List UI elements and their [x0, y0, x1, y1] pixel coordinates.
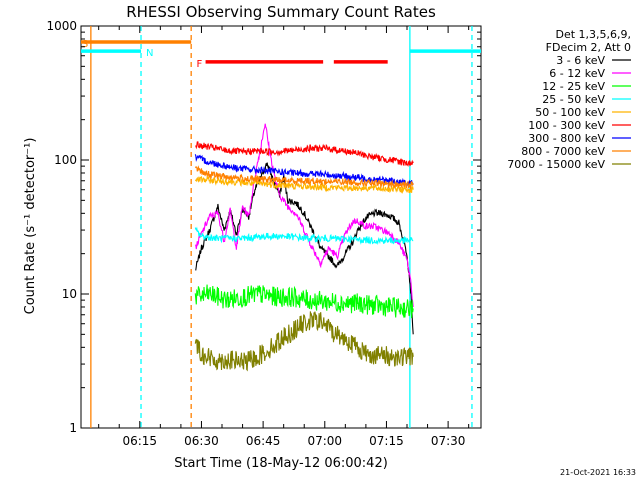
series-line-1	[194, 123, 414, 308]
legend-label-2: 12 - 25 keV	[542, 80, 605, 93]
y-tick-label-1: 10	[62, 287, 77, 301]
legend-label-0: 3 - 6 keV	[556, 54, 605, 67]
legend-label-7: 800 - 7000 keV	[521, 145, 605, 158]
legend-label-5: 100 - 300 keV	[528, 119, 605, 132]
legend-header-line-2: FDecim 2, Att 0	[546, 41, 631, 54]
y-tick-label-3: 1000	[46, 19, 77, 33]
plot-area: S N F 06:15 06:30 06:45 07:00 07:15 07:30 1 10 100 1…	[46, 19, 631, 448]
series-line-2	[194, 284, 414, 319]
series-line-4	[194, 175, 414, 195]
flag-label-1: N	[146, 48, 153, 59]
x-tick-label-1: 06:30	[184, 434, 219, 448]
x-tick-label-2: 06:45	[246, 434, 281, 448]
x-tick-label-5: 07:30	[431, 434, 466, 448]
generation-timestamp: 21-Oct-2021 16:33	[560, 468, 636, 477]
y-tick-label-0: 1	[69, 421, 77, 435]
flag-label-0: S	[82, 39, 88, 50]
legend-label-8: 7000 - 15000 keV	[507, 158, 605, 171]
series-line-3	[194, 226, 414, 246]
y-axis-label: Count Rate (s⁻¹ detector⁻¹)	[23, 138, 38, 315]
series-line-8	[194, 311, 414, 372]
x-tick-label-3: 07:00	[307, 434, 342, 448]
legend-header-line-1: Det 1,3,5,6,9,	[555, 28, 631, 41]
legend-label-4: 50 - 100 keV	[535, 106, 605, 119]
x-tick-label-0: 06:15	[122, 434, 157, 448]
series-line-5	[195, 141, 414, 167]
x-tick-label-4: 07:15	[369, 434, 404, 448]
legend-label-1: 6 - 12 keV	[549, 67, 605, 80]
series-line-7	[194, 165, 414, 190]
plot-frame	[80, 25, 482, 429]
flag-label-2: F	[197, 59, 203, 70]
x-axis-label: Start Time (18-May-12 06:00:42)	[174, 456, 388, 471]
series-line-0	[195, 162, 414, 335]
y-tick-label-2: 100	[54, 153, 77, 167]
legend-label-3: 25 - 50 keV	[542, 93, 605, 106]
legend-label-6: 300 - 800 keV	[528, 132, 605, 145]
chart-title: RHESSI Observing Summary Count Rates	[126, 3, 436, 21]
